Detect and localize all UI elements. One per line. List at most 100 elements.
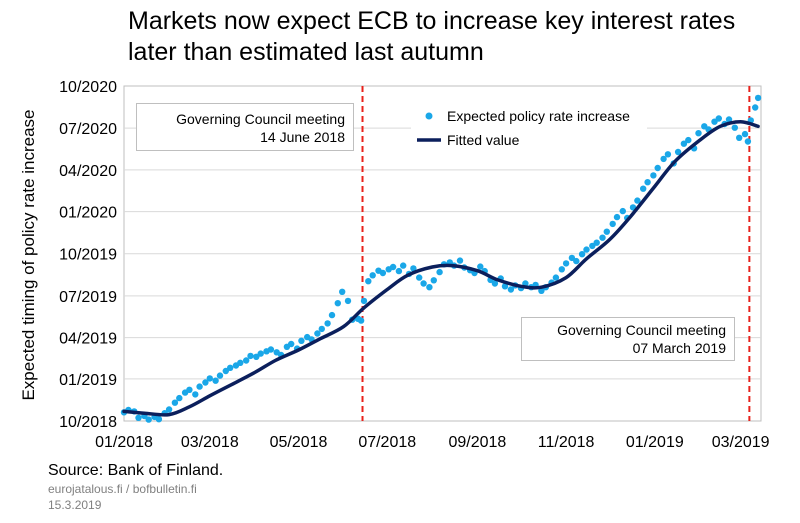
source-note: Source: Bank of Finland. xyxy=(48,462,224,479)
scatter-point xyxy=(145,416,152,423)
scatter-point xyxy=(253,353,260,360)
scatter-point xyxy=(237,359,244,366)
scatter-point xyxy=(216,372,224,379)
scatter-point xyxy=(640,185,647,192)
legend-line-icon xyxy=(417,138,441,142)
y-tick-label: 10/2018 xyxy=(59,414,117,431)
scatter-point xyxy=(456,257,464,264)
scatter-point xyxy=(477,263,484,270)
scatter-point xyxy=(562,260,570,267)
scatter-point xyxy=(212,377,219,384)
credit-sites: eurojatalous.fi / bofbulletin.fi xyxy=(48,482,197,496)
scatter-point xyxy=(613,213,621,221)
x-tick-label: 01/2018 xyxy=(95,434,153,451)
scatter-point xyxy=(176,394,183,402)
scatter-point xyxy=(165,406,173,413)
annotation-june-2018: Governing Council meeting 14 June 2018 xyxy=(136,103,354,151)
scatter-point xyxy=(267,346,275,353)
y-tick-label: 01/2020 xyxy=(59,205,117,222)
annotation-march-2019-line2: 07 March 2019 xyxy=(632,340,726,356)
y-tick-label: 10/2019 xyxy=(59,247,117,264)
legend-item-scatter: Expected policy rate increase xyxy=(417,107,630,125)
scatter-point xyxy=(196,383,203,390)
scatter-point xyxy=(430,277,437,284)
scatter-point xyxy=(426,284,433,291)
scatter-point xyxy=(186,386,193,393)
fitted-series xyxy=(122,119,760,417)
scatter-point xyxy=(206,375,213,382)
scatter-point xyxy=(558,266,565,273)
y-tick-label: 01/2019 xyxy=(59,372,117,389)
scatter-point xyxy=(685,136,692,144)
scatter-point xyxy=(680,140,688,147)
scatter-point xyxy=(192,391,199,398)
chart-title-line1: Markets now expect ECB to increase key i… xyxy=(128,7,736,35)
scatter-point xyxy=(741,130,749,138)
scatter-point xyxy=(634,197,641,204)
scatter-point xyxy=(334,300,341,307)
legend-label-scatter: Expected policy rate increase xyxy=(447,108,630,124)
scatter-point xyxy=(654,164,661,172)
scatter-point xyxy=(389,263,397,271)
scatter-point xyxy=(416,274,423,281)
scatter-point xyxy=(400,262,407,269)
scatter-point xyxy=(247,352,254,360)
annotation-june-2018-line1: Governing Council meeting xyxy=(176,111,345,127)
legend-label-fitted: Fitted value xyxy=(447,132,520,148)
scatter-point xyxy=(257,350,264,357)
scatter-point xyxy=(695,130,702,137)
scatter-point xyxy=(599,234,606,241)
scatter-point xyxy=(357,317,365,324)
scatter-point xyxy=(365,278,372,285)
scatter-point xyxy=(243,357,250,364)
scatter-point xyxy=(736,134,743,141)
scatter-point xyxy=(288,340,295,348)
scatter-point xyxy=(752,104,759,111)
x-tick-label: 05/2018 xyxy=(270,434,328,451)
scatter-point xyxy=(644,179,651,186)
scatter-point xyxy=(578,251,586,258)
scatter-point xyxy=(715,115,722,122)
scatter-point xyxy=(222,367,229,375)
scatter-point xyxy=(754,94,762,102)
scatter-point xyxy=(583,246,590,253)
x-tick-label: 03/2019 xyxy=(712,434,770,451)
scatter-point xyxy=(436,268,443,276)
scatter-point xyxy=(664,151,672,158)
y-tick-label: 04/2020 xyxy=(59,163,117,180)
scatter-point xyxy=(369,272,376,279)
fitted-line xyxy=(122,119,760,417)
scatter-point xyxy=(135,414,142,421)
x-tick-label: 07/2018 xyxy=(358,434,416,451)
scatter-point xyxy=(155,416,163,423)
chart-title: Markets now expect ECB to increase key i… xyxy=(128,6,788,68)
scatter-point xyxy=(202,379,209,386)
scatter-point xyxy=(339,288,346,295)
x-tick-label: 11/2018 xyxy=(538,434,595,451)
annotation-june-2018-line2: 14 June 2018 xyxy=(260,129,345,145)
scatter-point xyxy=(395,267,403,275)
scatter-point xyxy=(318,325,325,333)
scatter-point xyxy=(171,399,179,406)
scatter-point xyxy=(227,364,234,371)
scatter-point xyxy=(650,172,657,179)
scatter-point xyxy=(589,242,596,250)
scatter-point xyxy=(573,257,580,265)
scatter-point xyxy=(593,239,600,246)
scatter-point xyxy=(507,286,515,293)
x-tick-label: 09/2018 xyxy=(448,434,506,451)
scatter-point xyxy=(328,311,336,319)
y-tick-label: 10/2020 xyxy=(59,79,117,96)
legend-item-fitted: Fitted value xyxy=(417,131,519,149)
annotation-march-2019-line1: Governing Council meeting xyxy=(557,322,726,338)
chart-title-line2: later than estimated last autumn xyxy=(128,38,484,66)
y-tick-label: 04/2019 xyxy=(59,331,117,348)
y-tick-label: 07/2020 xyxy=(59,121,117,138)
scatter-point xyxy=(491,280,499,287)
scatter-point xyxy=(552,274,560,281)
scatter-point xyxy=(731,124,738,131)
scatter-point xyxy=(379,269,387,277)
scatter-point xyxy=(660,155,667,163)
scatter-point xyxy=(609,220,616,228)
scatter-point xyxy=(568,254,576,262)
